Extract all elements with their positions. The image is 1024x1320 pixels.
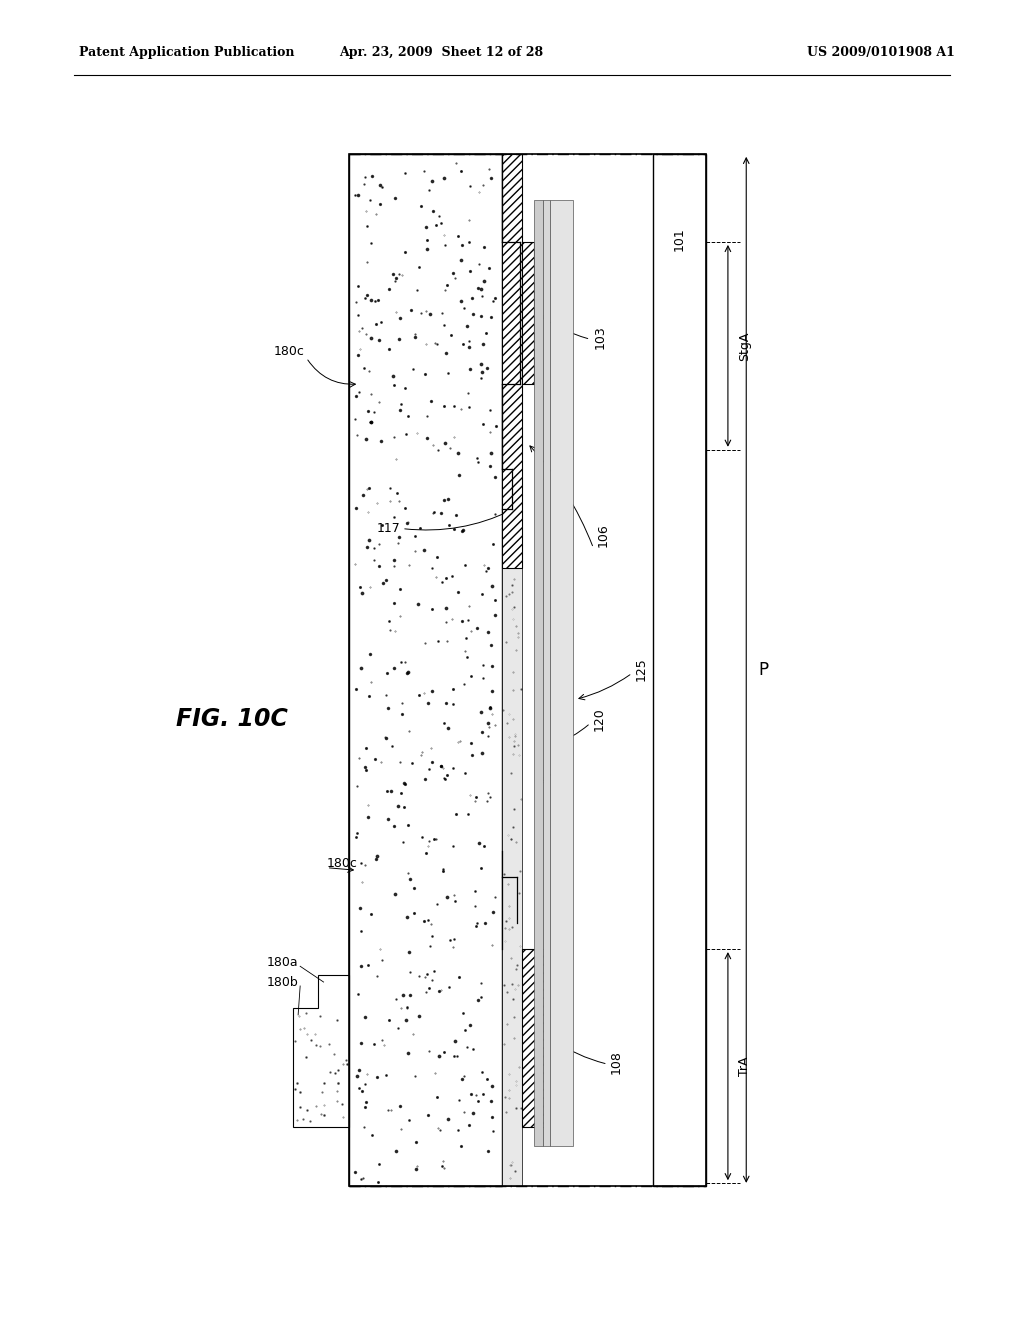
Bar	[543, 199, 550, 1146]
Text: 101: 101	[673, 227, 685, 251]
Text: 106: 106	[597, 523, 609, 546]
Bar	[502, 154, 522, 1185]
Text: StgA: StgA	[738, 331, 751, 360]
Bar	[522, 242, 535, 384]
Text: 180a: 180a	[266, 956, 298, 969]
Text: 125: 125	[634, 657, 647, 681]
Bar	[349, 154, 502, 1185]
Text: 180c: 180c	[327, 857, 357, 870]
Bar	[535, 199, 543, 1146]
Bar	[502, 154, 522, 568]
Text: 180c: 180c	[273, 345, 304, 358]
Text: 180b: 180b	[266, 975, 298, 989]
Text: TrA: TrA	[738, 1056, 751, 1076]
Bar	[349, 154, 706, 1185]
Bar	[550, 199, 573, 1146]
Bar	[522, 949, 549, 1127]
Bar	[652, 154, 706, 1185]
Text: 120: 120	[593, 708, 605, 731]
Text: FIG. 10C: FIG. 10C	[176, 708, 288, 731]
Text: P: P	[759, 661, 769, 678]
Text: 108: 108	[609, 1049, 623, 1073]
Text: 117: 117	[376, 521, 400, 535]
Text: 116: 116	[563, 750, 575, 774]
Polygon shape	[293, 975, 349, 1127]
Text: Patent Application Publication: Patent Application Publication	[79, 46, 295, 59]
Text: Apr. 23, 2009  Sheet 12 of 28: Apr. 23, 2009 Sheet 12 of 28	[339, 46, 543, 59]
Text: 103: 103	[594, 325, 606, 348]
Text: US 2009/0101908 A1: US 2009/0101908 A1	[807, 46, 955, 59]
